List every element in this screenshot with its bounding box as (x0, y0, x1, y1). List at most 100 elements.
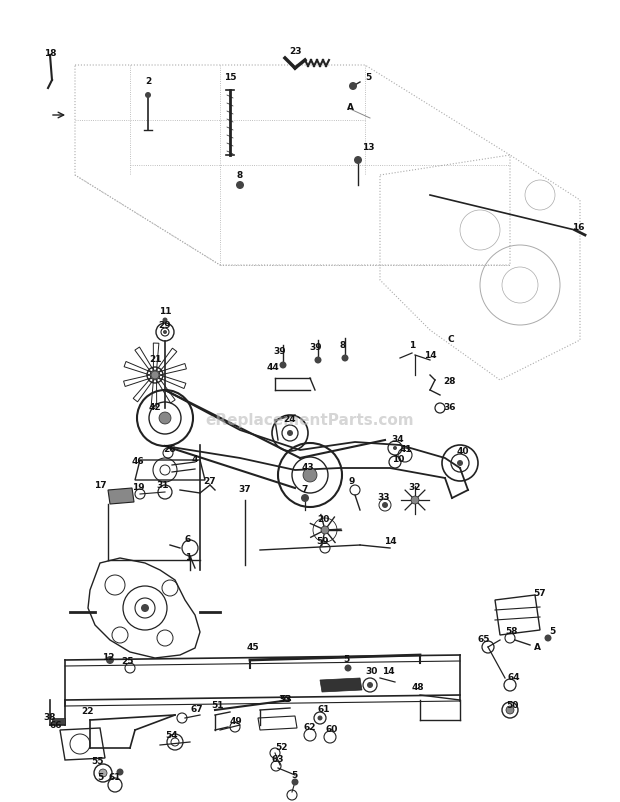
Circle shape (349, 82, 357, 90)
Circle shape (280, 362, 286, 368)
Text: 33: 33 (378, 493, 390, 503)
Text: C: C (448, 335, 454, 345)
Circle shape (236, 181, 244, 189)
Circle shape (106, 656, 114, 664)
Text: 34: 34 (392, 435, 404, 444)
Text: 48: 48 (412, 683, 424, 692)
Circle shape (457, 460, 463, 466)
Text: 20: 20 (317, 516, 329, 525)
Text: 46: 46 (131, 457, 144, 467)
Text: 50: 50 (506, 702, 518, 711)
Text: 64: 64 (508, 674, 520, 683)
Text: 19: 19 (131, 484, 144, 492)
Text: 5: 5 (365, 74, 371, 83)
Circle shape (317, 715, 322, 720)
Text: 5: 5 (291, 772, 297, 780)
Circle shape (354, 156, 362, 164)
Text: 4: 4 (192, 456, 198, 464)
Text: 26: 26 (164, 445, 176, 455)
Text: 16: 16 (572, 224, 584, 233)
Text: 36: 36 (444, 403, 456, 412)
Text: 30: 30 (366, 667, 378, 677)
Text: 5: 5 (343, 655, 349, 665)
Text: 27: 27 (204, 477, 216, 487)
Text: 5: 5 (97, 773, 103, 783)
Text: 37: 37 (239, 485, 251, 495)
Text: 49: 49 (229, 718, 242, 727)
Text: 35: 35 (279, 695, 291, 704)
Text: 41: 41 (400, 445, 412, 455)
Circle shape (544, 634, 552, 642)
Polygon shape (108, 488, 134, 504)
Text: 32: 32 (409, 484, 421, 492)
Text: 38: 38 (44, 714, 56, 723)
Text: 53: 53 (279, 695, 291, 704)
Text: 5: 5 (549, 627, 555, 637)
Text: 13: 13 (361, 144, 374, 152)
Text: 14: 14 (384, 537, 396, 546)
Circle shape (162, 318, 167, 322)
Text: 39: 39 (309, 343, 322, 353)
Polygon shape (320, 678, 362, 692)
Text: A: A (533, 643, 541, 653)
Text: 51: 51 (212, 702, 224, 711)
Text: 10: 10 (392, 456, 404, 464)
Text: 14: 14 (382, 667, 394, 677)
Text: 29: 29 (159, 321, 171, 330)
Text: 22: 22 (82, 707, 94, 716)
Text: 61: 61 (317, 706, 330, 715)
Text: 1: 1 (409, 341, 415, 350)
Circle shape (151, 371, 159, 379)
Circle shape (159, 412, 171, 424)
Text: 12: 12 (102, 654, 114, 662)
Text: 25: 25 (122, 658, 135, 666)
Text: 8: 8 (340, 341, 346, 350)
Circle shape (345, 665, 352, 671)
Text: 45: 45 (247, 643, 259, 653)
Circle shape (411, 496, 419, 504)
Text: 59: 59 (317, 537, 329, 546)
Circle shape (287, 430, 293, 436)
Circle shape (99, 769, 107, 777)
Circle shape (141, 604, 149, 612)
Circle shape (314, 357, 322, 363)
Text: 14: 14 (423, 350, 436, 359)
Text: 61: 61 (108, 773, 122, 783)
Text: 57: 57 (534, 589, 546, 597)
Text: 15: 15 (224, 74, 236, 83)
Text: 17: 17 (94, 480, 106, 489)
Text: 7: 7 (302, 485, 308, 495)
Circle shape (382, 502, 388, 508)
Text: 1: 1 (185, 553, 191, 562)
Text: 6: 6 (185, 536, 191, 545)
Text: 58: 58 (506, 627, 518, 637)
Text: 43: 43 (302, 463, 314, 472)
Circle shape (117, 768, 123, 776)
Text: 42: 42 (149, 403, 161, 412)
Circle shape (321, 526, 329, 534)
Circle shape (393, 446, 397, 450)
Text: 21: 21 (150, 355, 162, 364)
Text: 11: 11 (159, 307, 171, 317)
Text: 18: 18 (44, 48, 56, 58)
Circle shape (506, 706, 514, 714)
Text: 67: 67 (191, 706, 203, 715)
Circle shape (291, 779, 298, 785)
Polygon shape (52, 718, 65, 724)
Circle shape (303, 468, 317, 482)
Text: A: A (347, 103, 353, 112)
Circle shape (145, 92, 151, 98)
Text: 9: 9 (349, 477, 355, 487)
Circle shape (342, 354, 348, 362)
Text: 62: 62 (304, 723, 316, 732)
Circle shape (367, 682, 373, 688)
Text: 28: 28 (444, 378, 456, 387)
Text: 39: 39 (273, 347, 286, 357)
Text: 8: 8 (237, 171, 243, 180)
Text: 31: 31 (157, 480, 169, 489)
Circle shape (301, 494, 309, 502)
Text: 60: 60 (326, 726, 338, 735)
Text: 65: 65 (478, 635, 490, 645)
Circle shape (163, 330, 167, 334)
Text: eReplacementParts.com: eReplacementParts.com (206, 412, 414, 427)
